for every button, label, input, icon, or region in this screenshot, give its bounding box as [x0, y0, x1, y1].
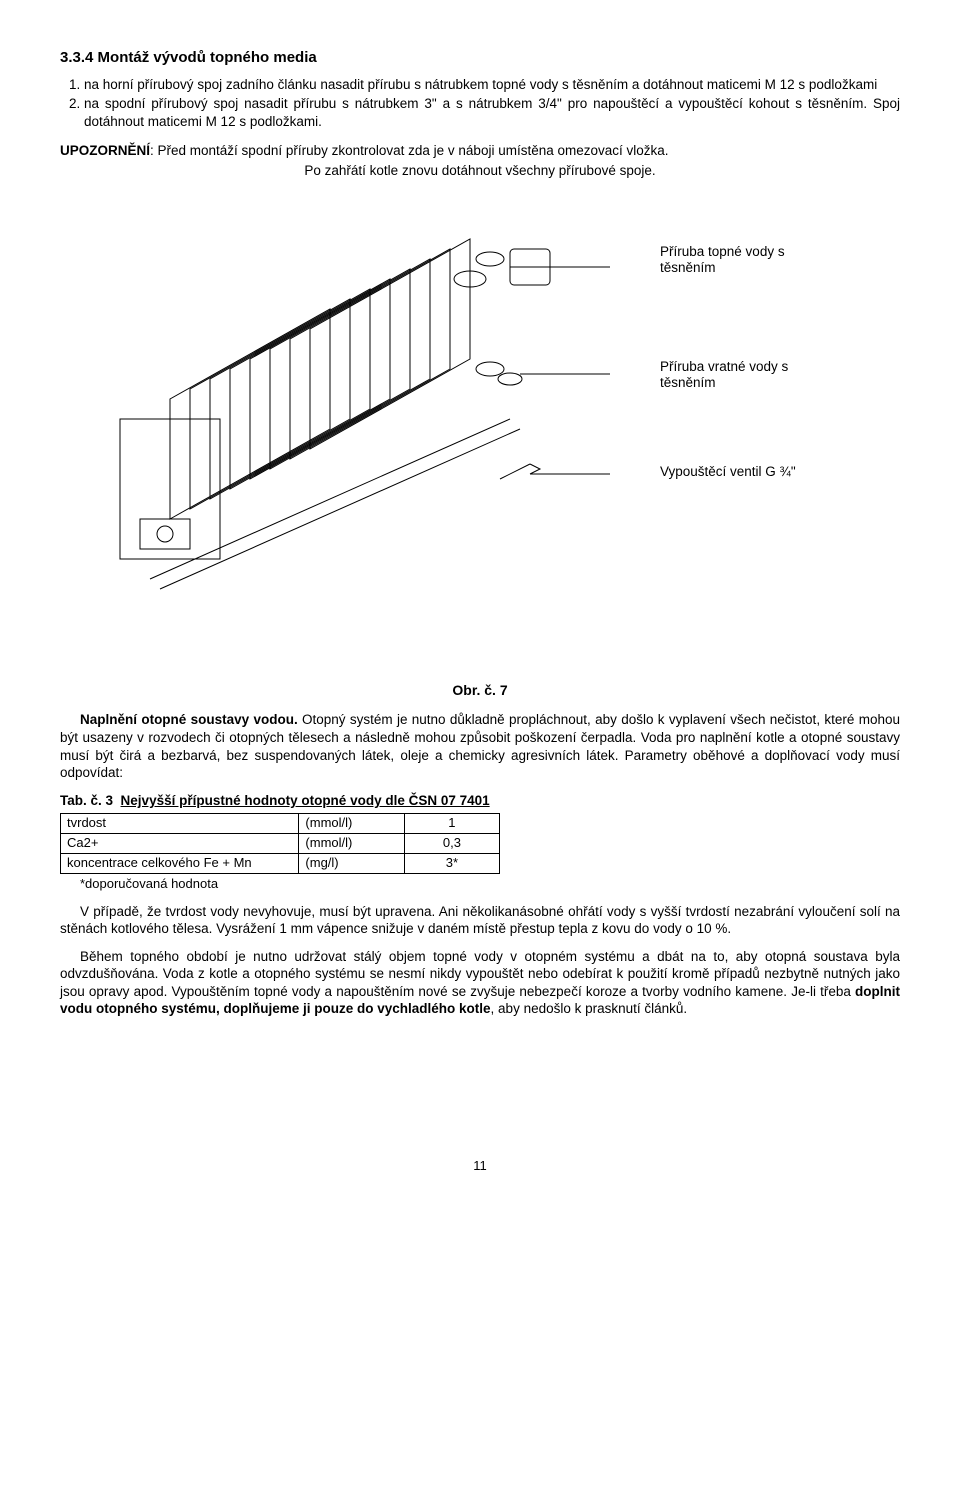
p3-part-c: , aby nedošlo k prasknutí článků. [491, 1001, 688, 1016]
water-params-table: tvrdost (mmol/l) 1 Ca2+ (mmol/l) 0,3 kon… [60, 813, 500, 874]
warning-text: : Před montáží spodní příruby zkontrolov… [150, 143, 669, 158]
table-row: Ca2+ (mmol/l) 0,3 [61, 834, 500, 854]
page-number: 11 [60, 1158, 900, 1175]
warning-centered: Po zahřátí kotle znovu dotáhnout všechny… [60, 162, 900, 180]
paragraph-lead: Naplnění otopné soustavy vodou. [80, 712, 298, 727]
exploded-diagram [90, 219, 610, 639]
section-title: Montáž vývodů topného media [98, 49, 317, 66]
label-top-flange: Příruba topné vody s těsněním [660, 244, 820, 276]
table-row: tvrdost (mmol/l) 1 [61, 814, 500, 834]
cell-unit: (mmol/l) [299, 834, 404, 854]
section-number: 3.3.4 [60, 49, 93, 66]
boiler-exploded-svg [90, 219, 610, 639]
cell-param: tvrdost [61, 814, 299, 834]
cell-value: 1 [404, 814, 499, 834]
cell-value: 3* [404, 853, 499, 873]
table-footnote: *doporučovaná hodnota [80, 876, 900, 893]
instruction-list: na horní přírubový spoj zadního článku n… [60, 76, 900, 131]
table-caption-text: Nejvyšší přípustné hodnoty otopné vody d… [121, 793, 490, 808]
section-heading: 3.3.4 Montáž vývodů topného media [60, 48, 900, 68]
table-row: koncentrace celkového Fe + Mn (mg/l) 3* [61, 853, 500, 873]
table-caption: Tab. č. 3 Nejvyšší přípustné hodnoty oto… [60, 792, 900, 810]
label-return-flange: Příruba vratné vody s těsněním [660, 359, 840, 391]
paragraph-fill: Naplnění otopné soustavy vodou. Otopný s… [60, 711, 900, 781]
warning-label: UPOZORNĚNÍ [60, 143, 150, 158]
cell-value: 0,3 [404, 834, 499, 854]
label-drain-valve: Vypouštěcí ventil G ¾" [660, 464, 820, 480]
figure-7: Příruba topné vody s těsněním Příruba vr… [60, 189, 900, 669]
figure-caption: Obr. č. 7 [60, 681, 900, 699]
cell-unit: (mmol/l) [299, 814, 404, 834]
paragraph-maintenance: Během topného období je nutno udržovat s… [60, 948, 900, 1018]
cell-param: koncentrace celkového Fe + Mn [61, 853, 299, 873]
table-caption-number: Tab. č. 3 [60, 793, 113, 808]
paragraph-hardness: V případě, že tvrdost vody nevyhovuje, m… [60, 903, 900, 938]
list-item: na horní přírubový spoj zadního článku n… [84, 76, 900, 94]
cell-param: Ca2+ [61, 834, 299, 854]
p3-part-a: Během topného období je nutno udržovat s… [60, 949, 900, 999]
cell-unit: (mg/l) [299, 853, 404, 873]
warning-paragraph: UPOZORNĚNÍ: Před montáží spodní příruby … [60, 142, 900, 160]
list-item: na spodní přírubový spoj nasadit přírubu… [84, 95, 900, 130]
